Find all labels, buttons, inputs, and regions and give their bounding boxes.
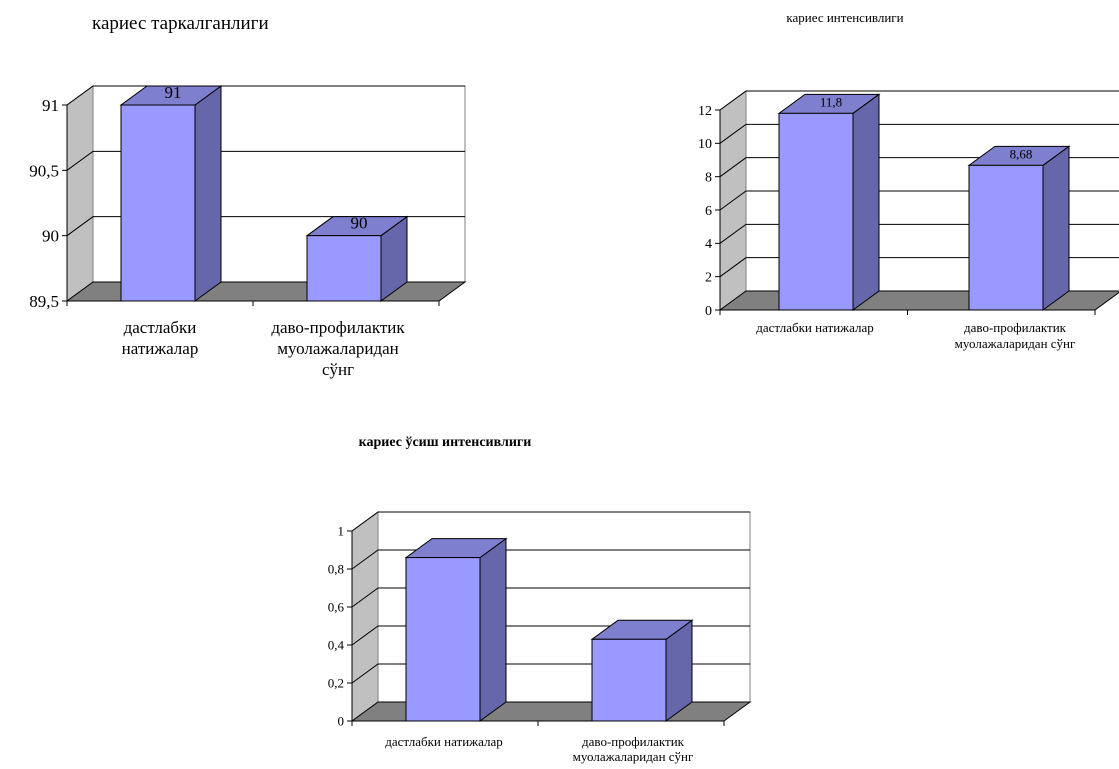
gridline xyxy=(66,150,465,171)
y-tick-label: 89,5 xyxy=(29,292,59,311)
category-label-2: муолажаларидан xyxy=(277,339,399,358)
y-tick-label: 90 xyxy=(42,227,59,246)
y-tick-label: 8 xyxy=(705,171,712,186)
bar-1 xyxy=(405,557,481,722)
chart-title: кариес ўсиш интенсивлиги xyxy=(359,435,532,450)
y-tick-label: 91 xyxy=(42,96,59,115)
chart-side-wall xyxy=(66,85,94,302)
chart-title: кариес таркалганлиги xyxy=(92,13,269,34)
bar-1 xyxy=(778,112,854,311)
y-tick-label: 0 xyxy=(705,304,712,319)
chart-title: кариес интенсивлиги xyxy=(786,10,903,25)
chart-1-group: 89,5 90 90,5 91 91 90 дастлабки натижалар даво-п… xyxy=(29,13,467,379)
bar-2 xyxy=(306,235,382,302)
data-label-2: 8,68 xyxy=(1010,146,1033,161)
y-tick-label: 4 xyxy=(705,237,712,252)
y-tick-label: 0,6 xyxy=(328,600,345,615)
data-label-1: 91 xyxy=(165,83,182,102)
category-label-2: даво-профилактик xyxy=(271,318,405,337)
gridline xyxy=(351,511,750,532)
bar-2 xyxy=(968,164,1044,311)
category-label-2: муолажаларидан сўнг xyxy=(573,749,694,764)
gridline xyxy=(719,123,1119,144)
gridline xyxy=(351,587,750,608)
bar-2-side xyxy=(1042,145,1070,311)
gridline xyxy=(351,549,750,570)
category-label-2: муолажаларидан сўнг xyxy=(955,336,1076,351)
category-label-1: дастлабки натижалар xyxy=(385,734,503,749)
y-tick-label: 12 xyxy=(698,104,712,119)
y-tick-label: 0,4 xyxy=(328,638,345,653)
chart-2-group: 0 2 4 6 8 10 12 11,8 8,68 дастлабки натижалар даво… xyxy=(698,10,1119,351)
category-label-2: даво-профилактик xyxy=(964,320,1067,335)
category-label-2: сўнг xyxy=(322,360,354,379)
bar-1 xyxy=(120,104,196,302)
gridline xyxy=(719,90,1119,111)
category-label-1: дастлабки xyxy=(124,318,197,337)
y-tick-label: 10 xyxy=(698,137,712,152)
bar-2 xyxy=(591,638,667,722)
gridline xyxy=(66,85,465,106)
chart-3-group: 0 0,2 0,4 0,6 0,8 1 дастлабки натижалар даво-пр… xyxy=(328,435,752,764)
y-tick-label: 2 xyxy=(705,271,712,286)
y-tick-label: 6 xyxy=(705,204,712,219)
y-tick-label: 0,2 xyxy=(328,676,344,691)
chart-side-wall xyxy=(351,511,379,722)
data-label-2: 90 xyxy=(351,214,368,233)
data-label-1: 11,8 xyxy=(820,94,842,109)
bar-1-side xyxy=(852,93,880,311)
bar-1-side xyxy=(479,537,507,722)
category-label-2: даво-профилактик xyxy=(582,734,685,749)
category-label-1: дастлабки натижалар xyxy=(756,320,874,335)
y-tick-label: 0 xyxy=(338,714,345,729)
category-label-1: натижалар xyxy=(122,339,199,358)
y-tick-label: 0,8 xyxy=(328,562,344,577)
bar-1-side xyxy=(194,85,222,302)
y-tick-label: 1 xyxy=(338,524,345,539)
y-tick-label: 90,5 xyxy=(29,161,59,180)
